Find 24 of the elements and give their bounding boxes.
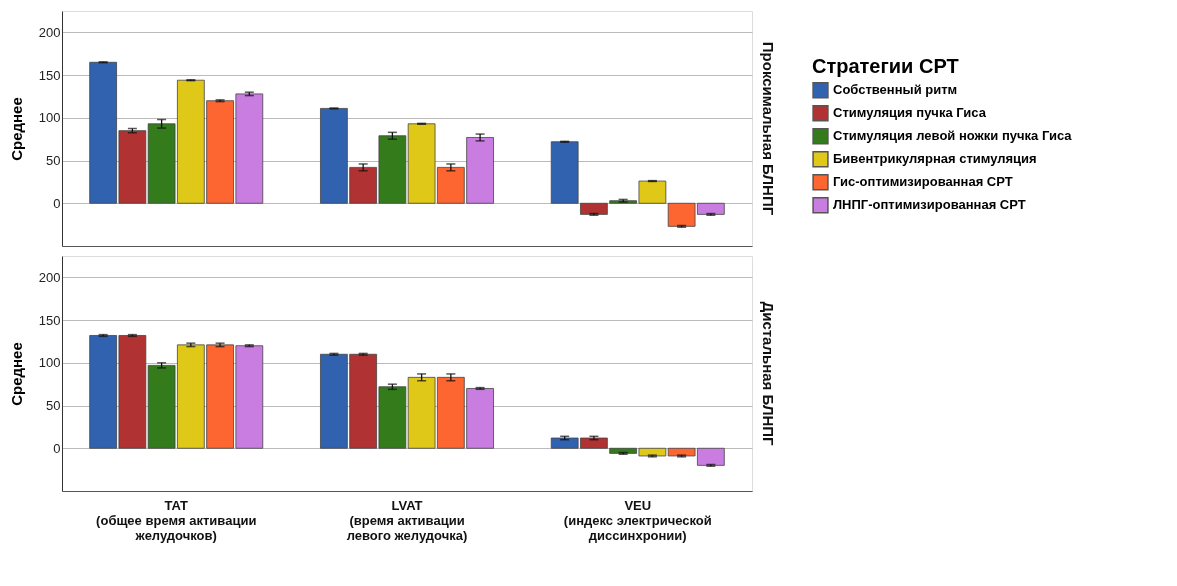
y-tick-label: 50 bbox=[46, 398, 61, 414]
legend-label: Гис-оптимизированная СРТ bbox=[833, 174, 1013, 190]
legend-label: Стимуляция левой ножки пучка Гиса bbox=[833, 128, 1073, 144]
y-axis-title: Среднее bbox=[7, 342, 25, 406]
legend-label: Стимуляция пучка Гиса bbox=[833, 105, 987, 121]
y-tick-label: 0 bbox=[53, 440, 61, 456]
y-tick-label: 200 bbox=[38, 24, 61, 40]
legend-title: Стратегии СРТ bbox=[812, 54, 959, 77]
text: Дистальная БЛНПГ bbox=[760, 301, 777, 447]
legend-label: Собственный ритм bbox=[833, 82, 958, 98]
y-tick-label: 150 bbox=[38, 312, 61, 328]
y-tick-label: 150 bbox=[38, 67, 61, 83]
y-tick-label: 100 bbox=[38, 355, 61, 371]
y-tick-label: 50 bbox=[46, 153, 61, 169]
legend-label: Бивентрикулярная стимуляция bbox=[833, 151, 1037, 167]
x-tick-label: TAT (общее время активации желудочков) bbox=[96, 497, 257, 543]
x-tick-label: LVAT (время активации левого желудочка) bbox=[346, 497, 468, 543]
x-tick-label: VEU (индекс электрической диссинхронии) bbox=[563, 497, 712, 543]
y-tick-label: 0 bbox=[53, 195, 61, 211]
y-tick-label: 200 bbox=[38, 269, 61, 285]
text: Проксимальная БЛНПГ bbox=[760, 41, 777, 216]
legend-label: ЛНПГ-оптимизированная СРТ bbox=[833, 197, 1026, 213]
y-axis-title: Среднее bbox=[7, 97, 25, 161]
y-tick-label: 100 bbox=[38, 110, 61, 126]
